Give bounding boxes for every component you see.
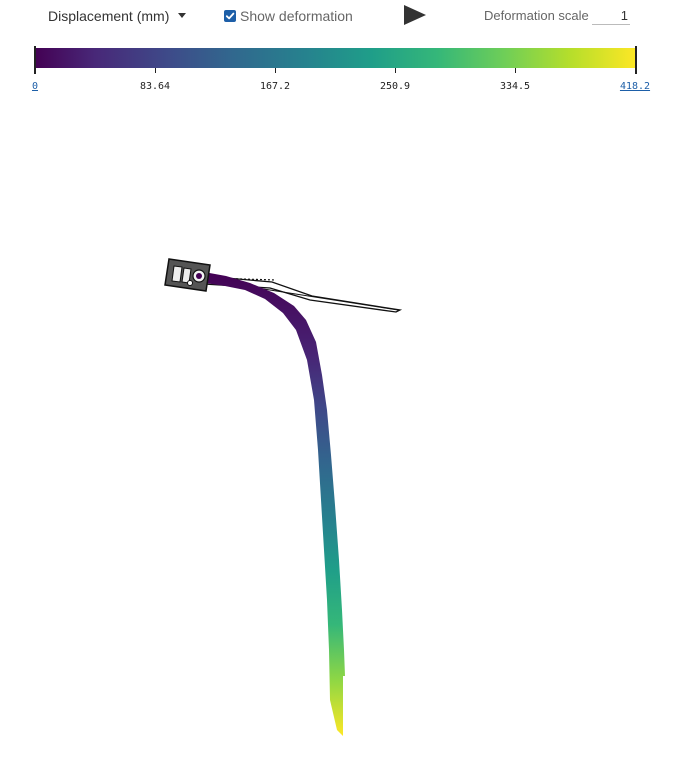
show-deformation-label: Show deformation xyxy=(240,8,353,24)
3d-viewport[interactable] xyxy=(0,110,679,760)
legend-tick-label: 167.2 xyxy=(259,81,291,92)
buckle-part xyxy=(164,258,211,292)
play-animation-button[interactable] xyxy=(403,3,427,27)
legend-max-value-link[interactable]: 418.2 xyxy=(619,81,651,92)
legend-tick xyxy=(155,68,156,73)
legend-tick xyxy=(395,68,396,73)
legend-right-edge xyxy=(635,46,637,74)
play-icon xyxy=(404,5,426,25)
legend-tick-label: 334.5 xyxy=(499,81,531,92)
deformed-strap xyxy=(204,272,345,736)
checkmark-icon xyxy=(225,12,235,20)
show-deformation-toggle[interactable]: Show deformation xyxy=(224,7,353,25)
legend-min-value-link[interactable]: 0 xyxy=(31,81,39,92)
chevron-down-icon xyxy=(178,12,187,18)
legend-tick xyxy=(515,68,516,73)
deformation-scale-input[interactable] xyxy=(592,6,630,25)
result-type-dropdown[interactable]: Displacement (mm) xyxy=(48,6,187,26)
results-toolbar: Displacement (mm) Show deformation Defor… xyxy=(0,0,679,34)
deformation-scale-label: Deformation scale xyxy=(484,8,589,23)
legend-tick xyxy=(275,68,276,73)
result-type-label: Displacement (mm) xyxy=(48,8,170,24)
simulation-model[interactable] xyxy=(0,110,679,760)
colormap-bar xyxy=(35,48,636,68)
legend-tick-label: 250.9 xyxy=(379,81,411,92)
show-deformation-checkbox[interactable] xyxy=(224,10,236,22)
legend-tick-label: 83.64 xyxy=(139,81,171,92)
color-legend: 0 83.64 167.2 250.9 334.5 418.2 xyxy=(0,46,679,98)
legend-left-edge xyxy=(34,46,36,74)
